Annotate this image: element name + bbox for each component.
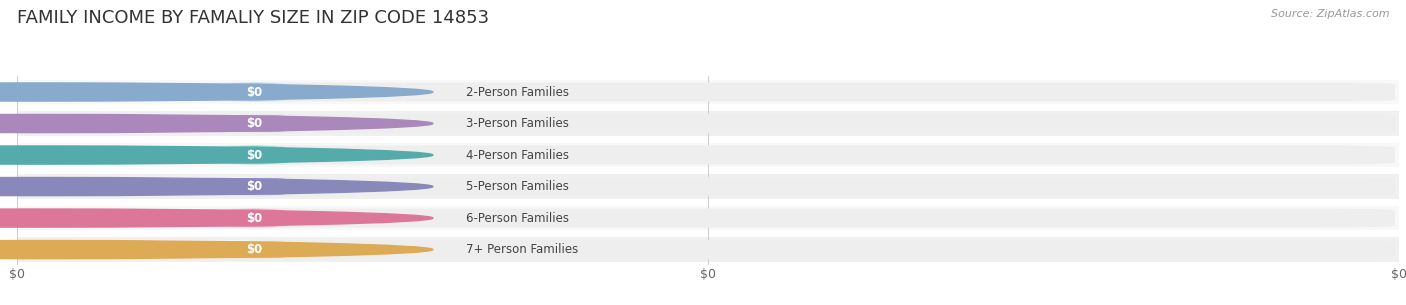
FancyBboxPatch shape: [202, 240, 305, 259]
Circle shape: [0, 114, 433, 133]
Circle shape: [0, 83, 433, 101]
FancyBboxPatch shape: [22, 177, 1395, 196]
Text: FAMILY INCOME BY FAMALIY SIZE IN ZIP CODE 14853: FAMILY INCOME BY FAMALIY SIZE IN ZIP COD…: [17, 9, 489, 27]
FancyBboxPatch shape: [22, 83, 1395, 102]
Text: 5-Person Families: 5-Person Families: [465, 180, 569, 193]
Text: 7+ Person Families: 7+ Person Families: [465, 243, 578, 256]
Text: 3-Person Families: 3-Person Families: [465, 117, 569, 130]
FancyBboxPatch shape: [22, 177, 285, 196]
FancyBboxPatch shape: [202, 114, 305, 133]
Text: $0: $0: [246, 149, 262, 162]
FancyBboxPatch shape: [22, 145, 285, 164]
FancyBboxPatch shape: [22, 240, 285, 259]
Text: 2-Person Families: 2-Person Families: [465, 85, 569, 99]
Text: $0: $0: [246, 212, 262, 224]
FancyBboxPatch shape: [202, 177, 305, 196]
FancyBboxPatch shape: [17, 174, 1399, 199]
FancyBboxPatch shape: [202, 209, 305, 228]
Text: $0: $0: [246, 117, 262, 130]
FancyBboxPatch shape: [17, 206, 1399, 230]
FancyBboxPatch shape: [22, 240, 1395, 259]
FancyBboxPatch shape: [202, 145, 305, 164]
Circle shape: [0, 241, 433, 259]
Circle shape: [0, 178, 433, 196]
Circle shape: [0, 209, 433, 227]
FancyBboxPatch shape: [17, 111, 1399, 136]
Text: $0: $0: [246, 180, 262, 193]
FancyBboxPatch shape: [17, 80, 1399, 104]
FancyBboxPatch shape: [202, 83, 305, 102]
FancyBboxPatch shape: [22, 114, 1395, 133]
Text: $0: $0: [246, 243, 262, 256]
Text: 6-Person Families: 6-Person Families: [465, 212, 569, 224]
Circle shape: [0, 146, 433, 164]
Text: $0: $0: [246, 85, 262, 99]
FancyBboxPatch shape: [22, 114, 285, 133]
FancyBboxPatch shape: [22, 209, 285, 228]
FancyBboxPatch shape: [22, 83, 285, 102]
FancyBboxPatch shape: [17, 237, 1399, 262]
Text: Source: ZipAtlas.com: Source: ZipAtlas.com: [1271, 9, 1389, 19]
FancyBboxPatch shape: [17, 143, 1399, 167]
FancyBboxPatch shape: [22, 145, 1395, 164]
Text: 4-Person Families: 4-Person Families: [465, 149, 569, 162]
FancyBboxPatch shape: [22, 209, 1395, 228]
